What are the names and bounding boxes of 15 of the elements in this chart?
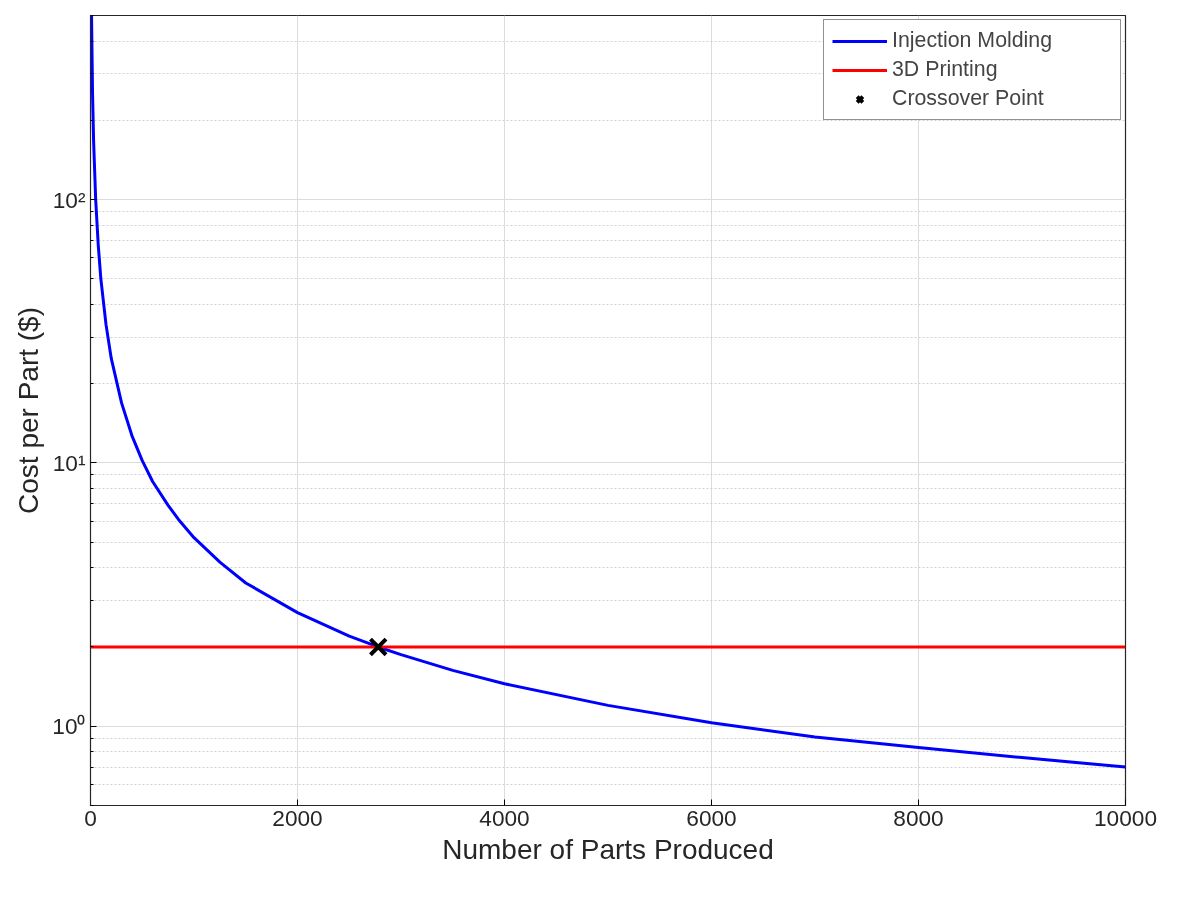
x-tick-label: 10000 [1094, 804, 1158, 831]
line-series [90, 15, 1126, 769]
y-tick-label: 10¹ [52, 449, 86, 476]
x-tick-label: 8000 [893, 804, 944, 831]
y-tick-label: 10⁰ [52, 713, 86, 740]
legend-label: Injection Molding [892, 28, 1054, 53]
x-tick-label: 0 [84, 804, 97, 831]
y-tick-label: 10² [52, 186, 86, 213]
legend-label: 3D Printing [892, 57, 999, 82]
x-axis-title: Number of Parts Produced [442, 833, 774, 865]
x-tick-label: 2000 [272, 804, 323, 831]
x-tick-label: 4000 [479, 804, 530, 831]
x-tick-label: 6000 [686, 804, 737, 831]
legend-label: Crossover Point [892, 86, 1045, 111]
y-axis-title: Cost per Part ($) [13, 307, 45, 514]
